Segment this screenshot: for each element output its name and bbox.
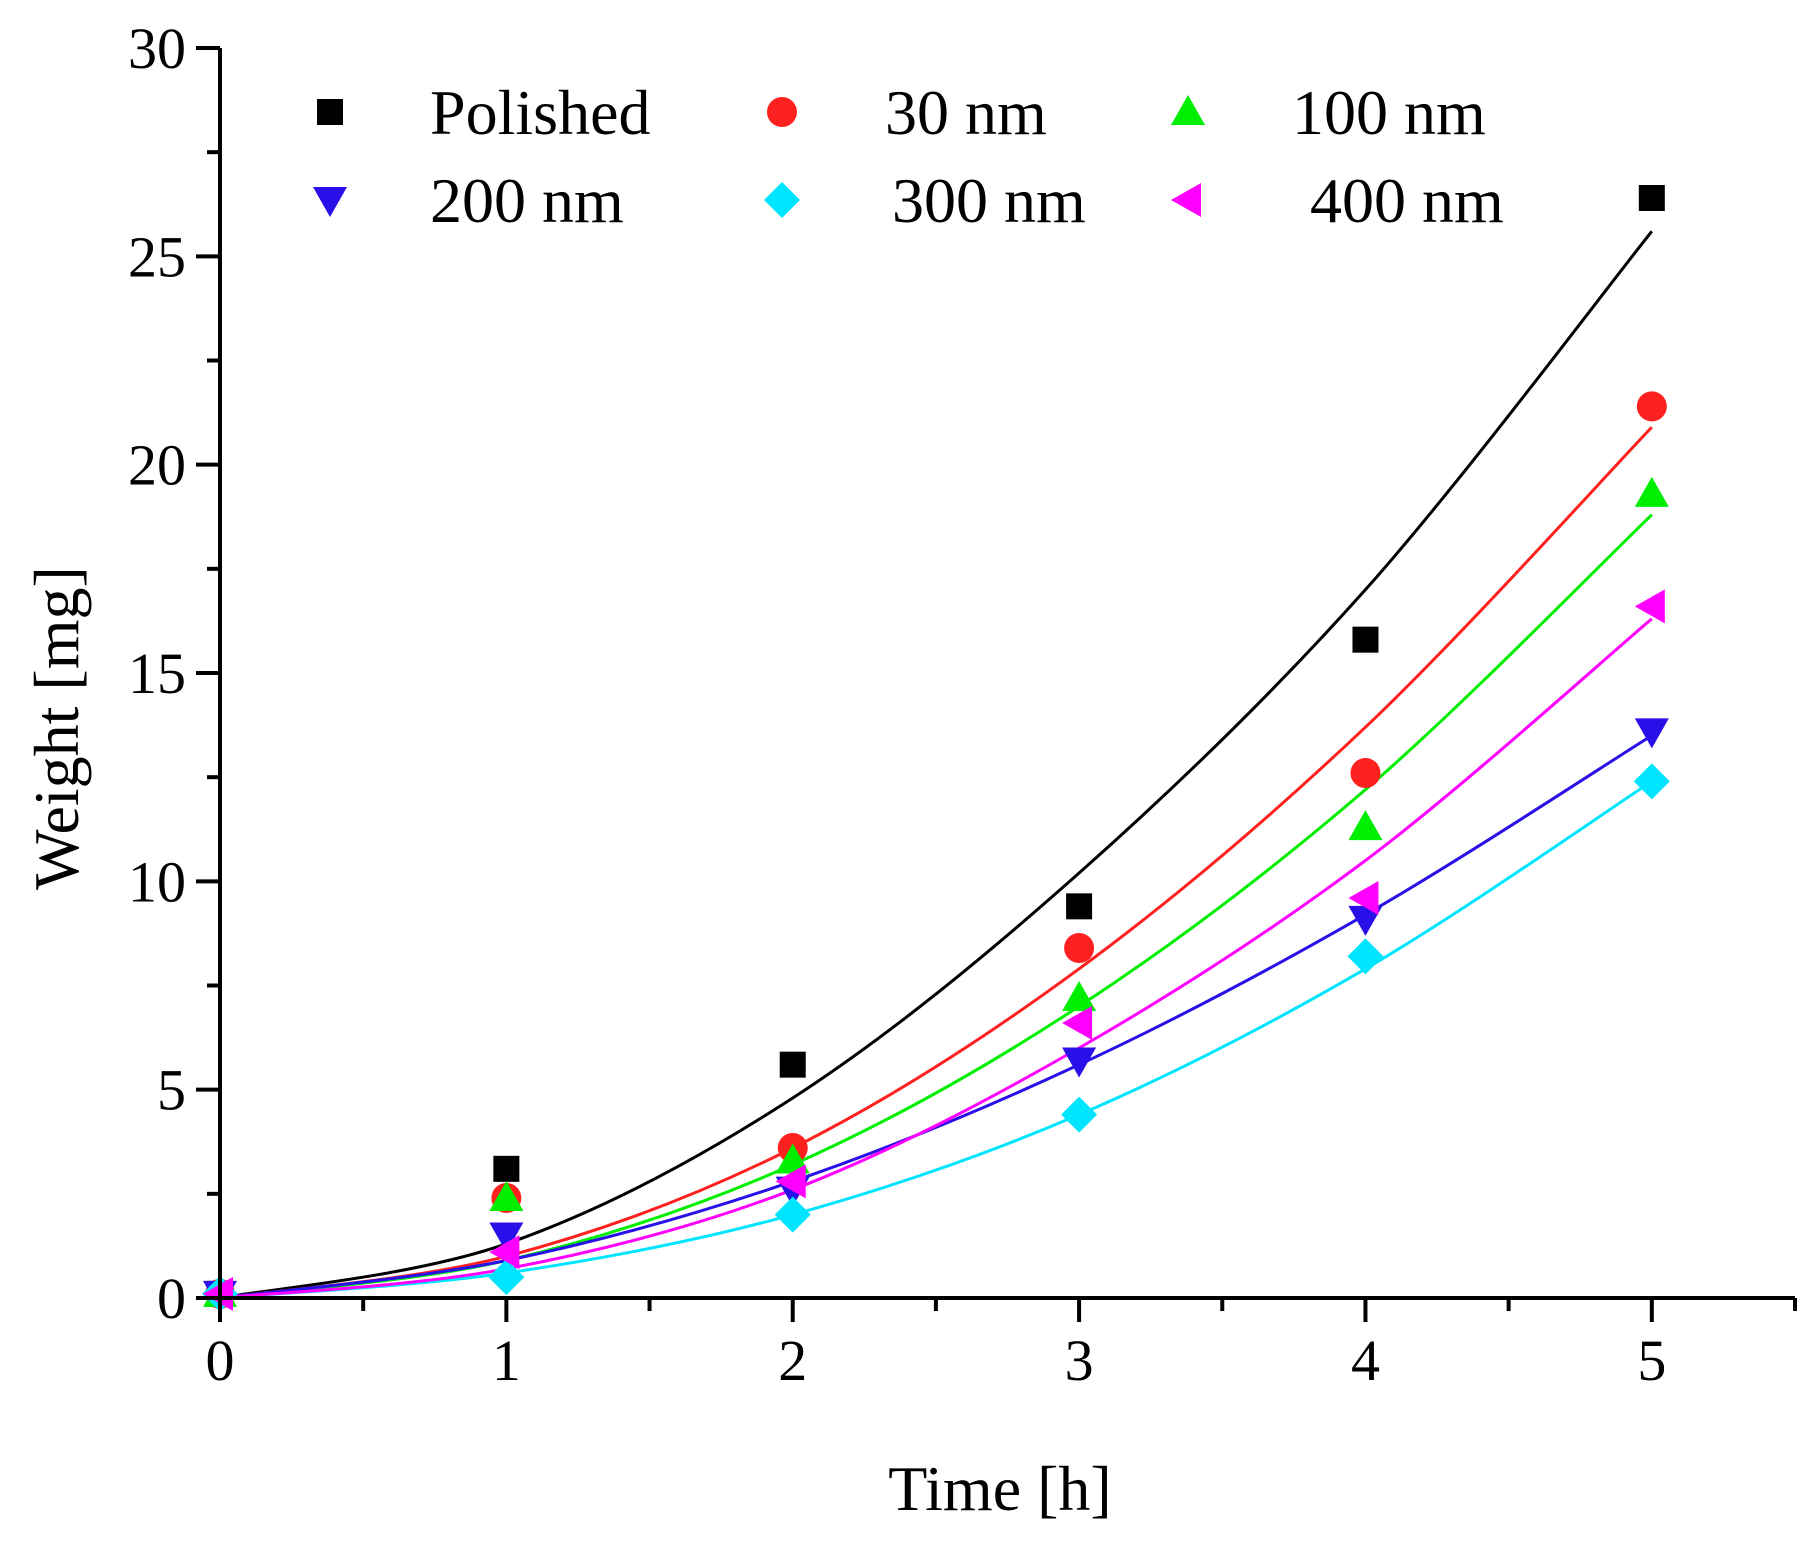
point-300-nm-2 xyxy=(774,1196,811,1233)
fit-curve-400-nm xyxy=(219,617,1653,1300)
fit-curves xyxy=(219,230,1653,1300)
point-100-nm-5 xyxy=(1634,476,1669,507)
point-30-nm-5 xyxy=(1636,391,1667,422)
legend-label-100-nm: 100 nm xyxy=(1292,77,1486,148)
point-30-nm-4 xyxy=(1350,758,1381,788)
x-tick-label-4: 4 xyxy=(1351,1328,1380,1393)
fit-curve-300-nm xyxy=(219,780,1653,1300)
legend-item-polished: Polished xyxy=(317,77,650,148)
legend-marker-polished xyxy=(317,99,343,125)
legend-marker-100-nm xyxy=(1171,95,1205,125)
point-polished-4 xyxy=(1352,626,1379,653)
point-200-nm-4 xyxy=(1348,905,1383,936)
x-axis-title: Time [h] xyxy=(888,1453,1111,1524)
point-100-nm-3 xyxy=(1062,981,1097,1011)
x-tick-label-5: 5 xyxy=(1637,1328,1666,1393)
y-tick-label-15: 15 xyxy=(128,641,186,706)
point-300-nm-5 xyxy=(1633,763,1670,800)
point-300-nm-3 xyxy=(1061,1096,1098,1133)
x-tick-label-2: 2 xyxy=(778,1328,807,1393)
x-tick-label-3: 3 xyxy=(1065,1328,1094,1393)
point-100-nm-2 xyxy=(775,1143,810,1174)
y-tick-label-30: 30 xyxy=(128,16,186,81)
point-200-nm-3 xyxy=(1062,1047,1097,1078)
legend: Polished 30 nm 100 nm 200 nm 300 nm 400 nm xyxy=(313,77,1504,236)
legend-marker-200-nm xyxy=(313,187,347,217)
point-30-nm-3 xyxy=(1064,933,1095,963)
legend-marker-400-nm xyxy=(1171,183,1201,217)
y-tick-label-25: 25 xyxy=(128,224,186,289)
legend-item-400-nm: 400 nm xyxy=(1171,165,1504,236)
legend-marker-300-nm xyxy=(764,182,800,218)
y-tick-label-0: 0 xyxy=(157,1266,186,1331)
point-400-nm-4 xyxy=(1348,881,1379,915)
point-100-nm-4 xyxy=(1348,810,1383,841)
axes: 0 1 2 3 4 5 0 5 10 15 20 25 30 xyxy=(128,16,1797,1393)
legend-label-30-nm: 30 nm xyxy=(885,77,1047,148)
point-400-nm-3 xyxy=(1062,1006,1093,1040)
y-tick-label-20: 20 xyxy=(128,433,186,498)
fit-curve-100-nm xyxy=(219,513,1653,1300)
point-200-nm-5 xyxy=(1634,718,1669,749)
point-100-nm-1 xyxy=(489,1181,524,1211)
fit-curve-polished xyxy=(219,230,1653,1300)
x-tick-label-0: 0 xyxy=(206,1328,235,1393)
legend-item-200-nm: 200 nm xyxy=(313,165,624,236)
point-polished-2 xyxy=(779,1051,806,1078)
legend-label-400-nm: 400 nm xyxy=(1310,165,1504,236)
point-200-nm-1 xyxy=(489,1222,524,1253)
y-tick-label-10: 10 xyxy=(128,849,186,914)
legend-label-200-nm: 200 nm xyxy=(430,165,624,236)
point-300-nm-1 xyxy=(488,1259,525,1296)
legend-label-300-nm: 300 nm xyxy=(892,165,1086,236)
y-tick-label-5: 5 xyxy=(157,1058,186,1123)
legend-label-polished: Polished xyxy=(430,77,650,148)
y-axis-title: Weight [mg] xyxy=(21,566,92,890)
point-300-nm-4 xyxy=(1347,938,1384,975)
point-400-nm-2 xyxy=(775,1164,806,1199)
data-markers xyxy=(202,185,1670,1312)
point-400-nm-1 xyxy=(489,1235,520,1270)
x-tick-label-1: 1 xyxy=(492,1328,521,1393)
fit-curve-200-nm xyxy=(219,734,1653,1300)
legend-item-30-nm: 30 nm xyxy=(767,77,1047,148)
fit-curve-30-nm xyxy=(219,426,1653,1300)
legend-marker-30-nm xyxy=(767,97,797,127)
point-polished-3 xyxy=(1066,893,1093,920)
point-400-nm-5 xyxy=(1634,589,1665,624)
point-polished-5 xyxy=(1638,185,1665,211)
point-polished-1 xyxy=(493,1155,520,1182)
legend-item-100-nm: 100 nm xyxy=(1171,77,1486,148)
legend-item-300-nm: 300 nm xyxy=(764,165,1086,236)
